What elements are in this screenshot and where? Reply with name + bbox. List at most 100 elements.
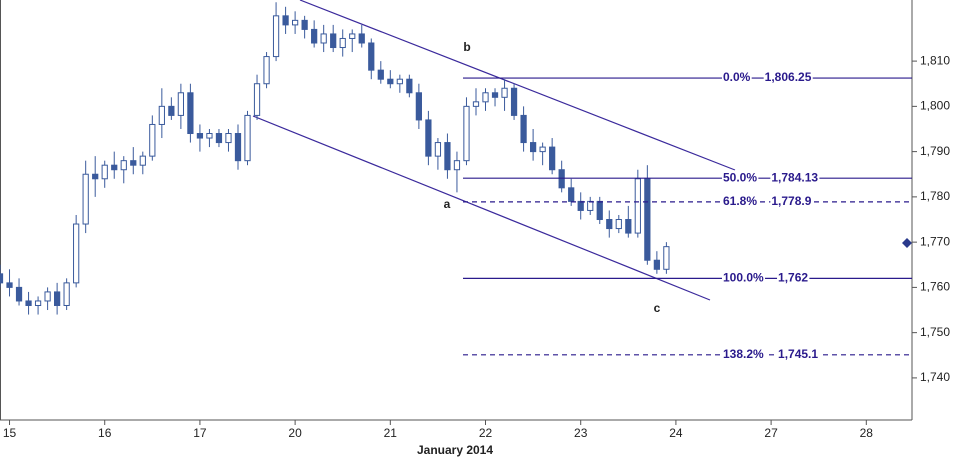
x-tick-label: 22 — [479, 426, 493, 440]
y-tick-label: 1,770 — [920, 234, 950, 248]
candle-body — [549, 146, 556, 171]
candle-body — [215, 133, 223, 144]
x-tick-label: 17 — [193, 426, 207, 440]
fib-value-label: 1,784.13 — [771, 170, 818, 184]
candle-body — [615, 219, 622, 230]
label-background — [777, 346, 820, 361]
wave-label: b — [463, 40, 470, 54]
y-tick-label: 1,800 — [920, 99, 950, 113]
candle-body — [168, 105, 175, 116]
candle-body — [73, 223, 80, 284]
candle-body — [263, 56, 270, 85]
candle-body — [596, 200, 603, 221]
label-background — [777, 270, 810, 285]
candle-body — [634, 178, 641, 234]
candle-body — [234, 133, 242, 162]
candle-body — [130, 160, 137, 166]
fib-value-label: 1,806.25 — [765, 70, 812, 84]
candle-body — [539, 146, 546, 153]
channel-lower — [252, 115, 711, 301]
candle-body — [111, 164, 118, 171]
candle-body — [82, 173, 89, 225]
fib-level-label: 50.0% — [723, 170, 757, 184]
candle-body — [463, 105, 470, 162]
candle-body — [491, 92, 499, 98]
x-tick-label: 27 — [764, 426, 778, 440]
label-background — [722, 194, 759, 209]
fib-level-label: 100.0% — [723, 271, 764, 285]
price-marker — [902, 238, 912, 248]
candle-body — [187, 92, 194, 135]
wave-label: c — [654, 301, 661, 315]
candle-body — [139, 155, 146, 166]
candle-body — [206, 133, 213, 139]
candle-body — [387, 78, 394, 85]
candle-body — [568, 187, 575, 202]
fib-value-label: 1,745.1 — [778, 347, 818, 361]
candle-body — [311, 28, 318, 44]
fib-level-label: 138.2% — [723, 347, 764, 361]
candle-body — [425, 119, 432, 157]
candle-body — [587, 200, 594, 211]
candle-body — [434, 142, 442, 157]
candle-body — [444, 142, 451, 171]
candle-body — [663, 246, 670, 270]
y-tick-label: 1,760 — [920, 280, 950, 294]
candle-body — [225, 133, 232, 144]
candle-body — [6, 282, 13, 288]
x-tick-label: 28 — [860, 426, 874, 440]
candle-body — [396, 78, 403, 85]
candle-body — [301, 19, 308, 30]
candle-body — [349, 33, 356, 39]
label-background — [722, 346, 766, 361]
candle-body — [158, 105, 165, 125]
candle-body — [177, 92, 184, 116]
candle-body — [244, 114, 251, 162]
candle-body — [577, 200, 584, 211]
y-tick-label: 1,790 — [920, 144, 950, 158]
candle-body — [377, 69, 384, 80]
candle-body — [406, 78, 413, 94]
fib-level-label: 0.0% — [723, 70, 751, 84]
candle-body — [282, 15, 289, 26]
candle-body — [606, 219, 613, 230]
candle-body — [415, 92, 422, 121]
candle-body — [120, 160, 127, 171]
candle-body — [358, 33, 365, 44]
x-tick-label: 20 — [288, 426, 302, 440]
candle-body — [625, 219, 632, 234]
label-background — [722, 70, 752, 85]
candle-body — [653, 259, 660, 270]
fib-value-label: 1,778.9 — [771, 194, 811, 208]
y-tick-label: 1,780 — [920, 189, 950, 203]
candle-body — [0, 273, 4, 284]
candle-body — [482, 92, 489, 103]
x-tick-label: 21 — [384, 426, 398, 440]
candle-body — [196, 133, 204, 139]
candle-body — [44, 291, 51, 302]
candle-body — [510, 87, 518, 116]
candle-body — [54, 291, 61, 306]
channel-upper — [299, 0, 736, 171]
x-tick-label: 15 — [3, 426, 17, 440]
candle-body — [291, 19, 299, 26]
candle-body — [472, 101, 480, 107]
candle-body — [520, 114, 527, 144]
candle-body — [15, 286, 23, 302]
y-tick-label: 1,810 — [920, 53, 950, 67]
candle-body — [368, 42, 375, 71]
y-tick-label: 1,750 — [920, 325, 950, 339]
x-tick-label: 24 — [669, 426, 683, 440]
candle-body — [320, 33, 327, 44]
candle-body — [453, 160, 461, 171]
fib-value-label: 1,762 — [778, 271, 808, 285]
label-background — [770, 194, 813, 209]
y-tick-label: 1,740 — [920, 370, 950, 384]
x-tick-label: 23 — [574, 426, 588, 440]
candle-body — [34, 300, 42, 306]
label-background — [722, 170, 759, 185]
candle-body — [644, 178, 651, 261]
x-axis-title: January 2014 — [417, 443, 493, 457]
